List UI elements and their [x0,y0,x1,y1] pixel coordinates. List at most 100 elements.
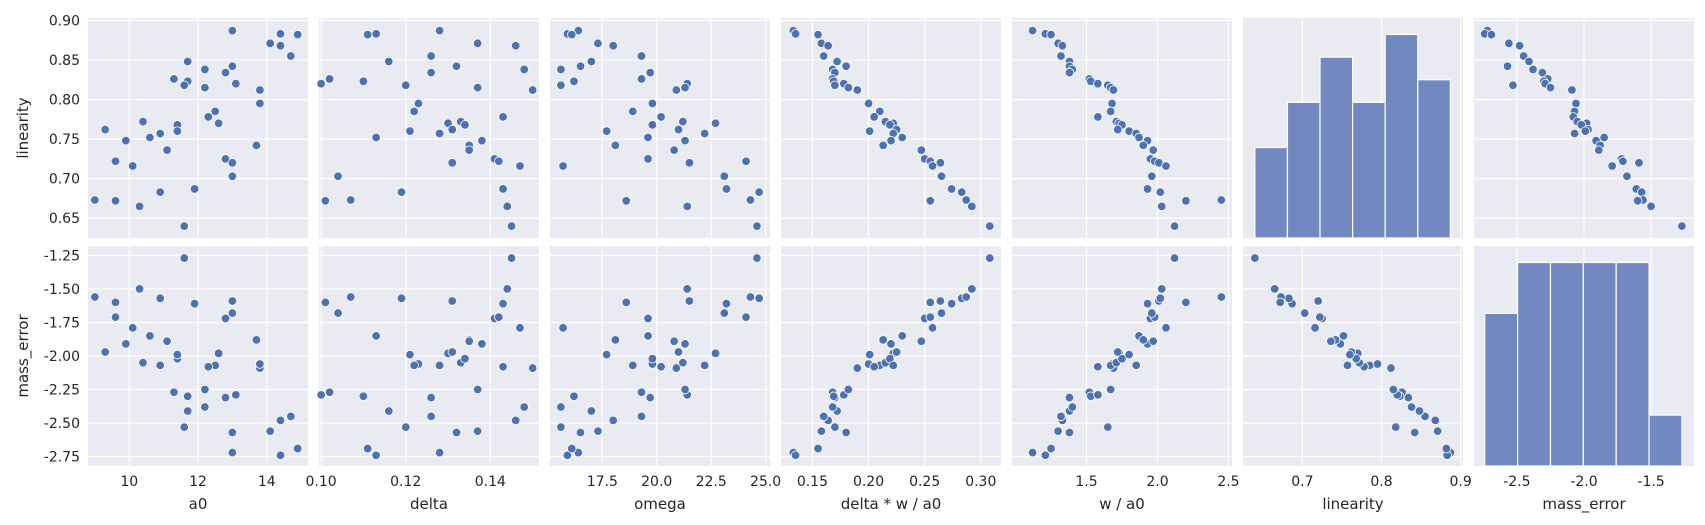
scatter-point [1545,82,1556,93]
scatter-point [569,391,579,401]
scatter-point [1046,29,1056,40]
scatter-point [1504,38,1514,49]
scatter-point [1646,201,1656,212]
y-tick-label: -1.75 [44,315,80,331]
scatter-point [1105,106,1116,117]
scatter-point [897,331,907,341]
scatter-point [1430,415,1441,426]
scatter-point [511,40,521,51]
scatter-point [684,158,695,168]
scatter-point [1157,284,1167,294]
scatter-point [179,422,189,432]
scatter-point [90,292,100,302]
scatter-point [189,184,200,194]
histogram-bar [1516,261,1552,467]
scatter-point [203,362,214,372]
scatter-point [1064,427,1075,438]
y-tick-label: -2.50 [44,416,80,432]
scatter-point [138,116,148,127]
scatter-point [1300,308,1310,318]
scatter-point [1388,384,1399,395]
scatter-point [155,293,165,304]
y-tick-label: 0.70 [49,172,80,188]
scatter-point [721,298,732,309]
scatter-point [1113,347,1123,357]
scatter-point [1414,406,1425,416]
panel-mass-error-vs-mass-error [1474,246,1694,467]
scatter-point [1056,411,1066,422]
scatter-point [426,392,436,403]
histogram-bar [1615,261,1650,467]
scatter-point [371,331,381,341]
scatter-point [292,29,303,40]
x-tick-label: 2.5 [1217,474,1239,490]
scatter-point [1131,360,1141,371]
scatter-point [843,82,854,93]
scatter-point [286,411,296,422]
scatter-point [636,411,647,422]
scatter-point [754,187,764,197]
scatter-point [1142,184,1153,194]
scatter-point [1057,40,1068,51]
scatter-point [401,80,411,90]
x-tick-label: -1.5 [1637,474,1664,490]
scatter-point [1486,29,1497,40]
y-axis-label-mass-error: mass_error [14,314,33,398]
scatter-point [110,297,121,308]
scatter-point [1372,359,1383,369]
scatter-point [384,56,394,67]
scatter-point [669,145,679,155]
scatter-point [405,349,415,360]
y-tick-label: 0.65 [49,211,80,227]
x-axis-label-linearity: linearity [1322,495,1383,513]
x-axis-label-delta-w-a0: delta * w / a0 [841,495,942,513]
x-axis-label-delta: delta [410,495,448,513]
scatter-point [200,384,210,395]
scatter-point [251,140,262,151]
scatter-point [426,411,436,422]
scatter-point [935,158,946,168]
scatter-point [179,221,189,231]
scatter-point [869,362,879,372]
scatter-point [925,196,935,206]
scatter-point [628,360,638,371]
scatter-point [621,297,631,308]
scatter-point [362,443,373,454]
scatter-point [265,38,275,49]
scatter-point [710,348,721,359]
scatter-point [656,362,666,372]
scatter-point [320,297,331,308]
y-tick-label: 0.75 [49,132,80,148]
scatter-point [1216,292,1227,302]
scatter-point [220,67,231,78]
panel-linearity-vs-delta-w-a0 [781,18,1001,238]
panel-mass-error-vs-linearity [1243,246,1463,466]
scatter-point [830,80,840,90]
x-tick-label: 17.5 [587,474,618,490]
scatter-point [227,171,238,181]
scatter-point [1169,221,1180,231]
x-tick-label: 0.7 [1291,474,1313,490]
scatter-point [710,118,721,128]
scatter-point [1027,447,1038,458]
x-tick-label: -2.0 [1570,474,1597,490]
scatter-point [569,76,579,87]
scatter-point [451,427,462,438]
scatter-point [558,323,568,333]
x-tick-label: -2.5 [1503,474,1530,490]
scatter-point [830,422,840,432]
scatter-point [1677,221,1687,231]
scatter-point [556,80,566,90]
scatter-point [1056,51,1066,61]
scatter-point [1636,187,1647,197]
x-tick-label: 0.9 [1449,474,1471,490]
scatter-point [816,426,827,436]
scatter-point [494,156,504,166]
scatter-point [829,391,839,401]
panel-linearity-vs-omega [550,18,770,238]
scatter-point [682,201,692,212]
scatter-point [1064,67,1075,78]
scatter-point [1622,171,1632,181]
scatter-point [741,312,751,322]
scatter-point [405,126,415,136]
